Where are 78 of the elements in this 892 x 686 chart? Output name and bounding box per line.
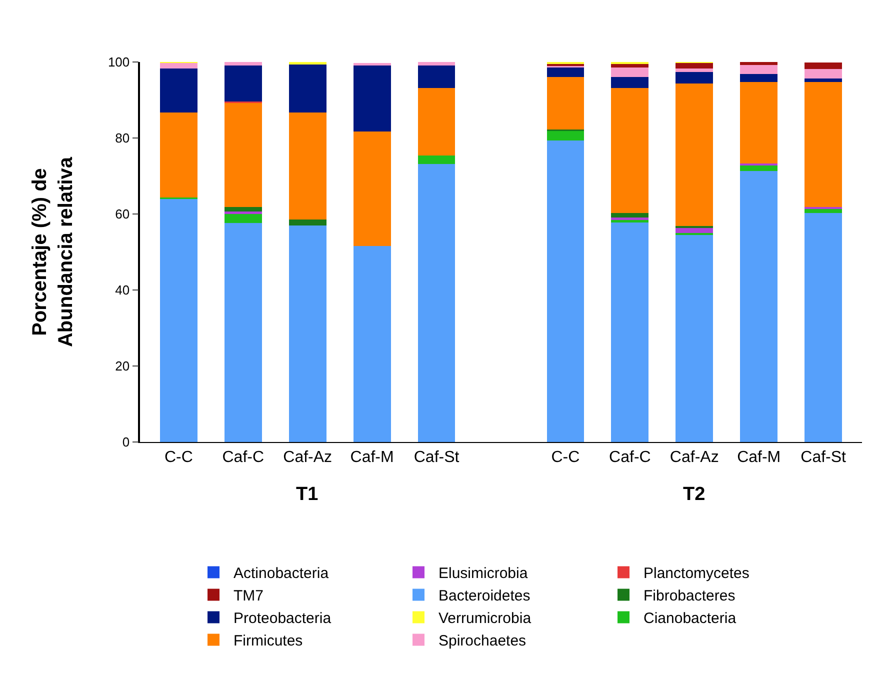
x-tick-label: Caf-St	[414, 449, 460, 466]
bar	[288, 220, 326, 226]
bar	[418, 62, 456, 66]
x-tick-label: C-C	[164, 449, 193, 466]
bar	[611, 88, 649, 214]
bar	[353, 246, 391, 442]
y-tick-label: 40	[115, 282, 130, 298]
bar	[288, 64, 326, 113]
bar	[804, 82, 842, 208]
bar	[288, 225, 326, 442]
bar	[804, 212, 842, 442]
bar	[611, 68, 649, 78]
bar	[224, 223, 262, 442]
x-tick-label: Caf-St	[800, 449, 847, 466]
bar	[611, 77, 649, 88]
bar	[611, 217, 649, 220]
x-tick-label: Caf-Az	[670, 449, 719, 466]
bar	[160, 62, 198, 68]
y-tick-label: 60	[115, 206, 130, 222]
bar	[611, 222, 649, 442]
y-tick-label: 0	[122, 434, 130, 450]
bar	[676, 62, 714, 68]
bar	[418, 88, 456, 156]
legend-label: Cianobacteria	[644, 610, 737, 628]
legend-label: Planctomycetes	[644, 565, 750, 582]
x-tick-label: Caf-M	[350, 449, 394, 466]
x-tick-label: Caf-M	[737, 449, 781, 466]
bar	[676, 84, 714, 226]
bar	[676, 68, 714, 72]
bar	[224, 206, 262, 212]
text: T1	[296, 484, 319, 505]
bar	[546, 68, 584, 77]
x-tick-label: Caf-Az	[283, 449, 332, 466]
y-tick-label: 80	[115, 130, 130, 146]
legend-label: Bacteroidetes	[438, 588, 530, 605]
bar	[546, 140, 584, 442]
bar	[740, 62, 778, 66]
bar	[160, 68, 198, 113]
bar	[418, 164, 456, 442]
bar	[418, 65, 456, 88]
legend-label: Verrumicrobia	[438, 610, 532, 628]
legend-label: Actinobacteria	[234, 565, 330, 582]
bar	[740, 65, 778, 74]
legend-label: Fibrobacteres	[644, 588, 736, 605]
bar	[676, 72, 714, 84]
bar	[288, 112, 326, 220]
x-tick-label: C-C	[551, 449, 580, 466]
y-tick-label: 100	[108, 54, 130, 70]
bar	[224, 62, 262, 66]
bar	[740, 166, 778, 172]
bar	[418, 155, 456, 164]
bar	[611, 213, 649, 218]
y-tick-label: 20	[115, 358, 130, 374]
bar	[546, 76, 584, 130]
bar	[740, 74, 778, 82]
legend-label: Proteobacteria	[234, 610, 332, 628]
text: T2	[683, 484, 706, 505]
y-axis-title: Porcentaje (%) de Abundancia relativa	[28, 156, 77, 348]
bar	[740, 171, 778, 442]
bar	[804, 78, 842, 82]
bar	[224, 214, 262, 224]
bar	[353, 65, 391, 132]
bar	[160, 112, 198, 198]
bar	[546, 130, 584, 140]
bar	[804, 68, 842, 78]
bar	[353, 132, 391, 246]
bar	[804, 62, 842, 69]
legend-label: Spirochaetes	[438, 632, 526, 650]
legend-label: Elusimicrobia	[438, 565, 528, 582]
legend-label: Firmicutes	[234, 632, 303, 650]
x-tick-label: Caf-C	[609, 449, 651, 466]
x-tick-label: Caf-C	[222, 449, 264, 466]
bar	[676, 234, 714, 442]
legend-label: TM7	[234, 588, 264, 605]
bar	[740, 82, 778, 164]
bar	[160, 198, 198, 442]
bar	[224, 102, 262, 207]
bar	[224, 65, 262, 102]
